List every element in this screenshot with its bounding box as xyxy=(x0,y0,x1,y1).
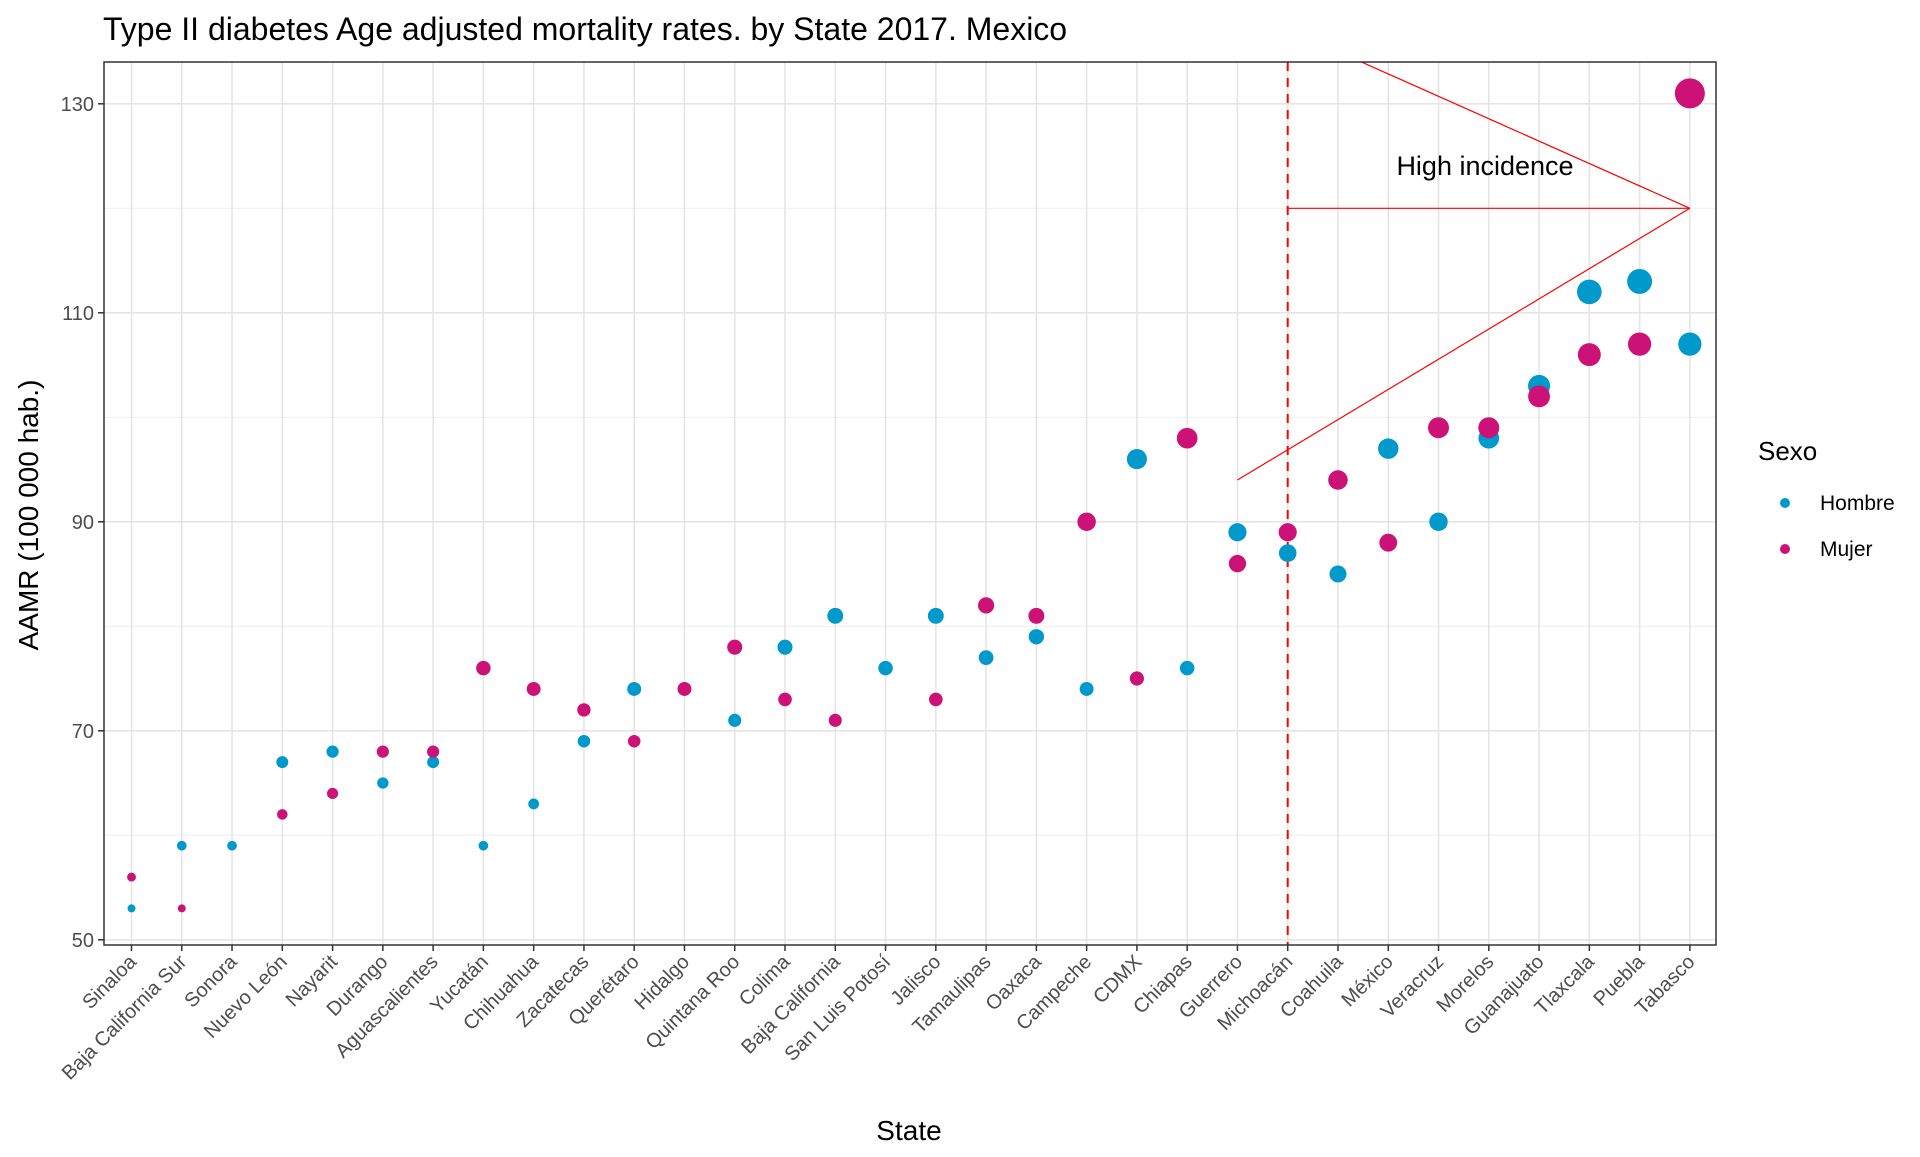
point-hombre xyxy=(1179,660,1195,676)
point-mujer xyxy=(1077,512,1096,532)
point-mujer xyxy=(677,682,692,696)
point-mujer xyxy=(1028,607,1045,624)
point-hombre xyxy=(777,639,793,655)
plot-border xyxy=(103,61,1717,946)
y-tick-label: 50 xyxy=(72,930,94,952)
y-tick-label: 70 xyxy=(72,721,94,743)
point-hombre xyxy=(478,840,489,851)
legend-title: Sexo xyxy=(1758,436,1817,466)
point-mujer xyxy=(1278,523,1297,542)
point-mujer xyxy=(1478,417,1500,439)
annotation-arrow xyxy=(1237,207,1691,481)
point-mujer xyxy=(376,745,389,758)
x-axis-title: State xyxy=(876,1115,941,1146)
point-mujer xyxy=(427,745,440,758)
point-hombre xyxy=(1329,565,1347,583)
point-hombre xyxy=(1429,512,1448,532)
point-mujer xyxy=(1328,470,1348,490)
y-axis-title: AAMR (100 000 hab.) xyxy=(13,380,44,651)
point-hombre xyxy=(728,713,742,727)
point-hombre xyxy=(1028,629,1045,645)
legend-label: Mujer xyxy=(1820,538,1873,561)
point-mujer xyxy=(1228,554,1247,573)
y-tick-label: 90 xyxy=(72,512,94,534)
annotation-text: High incidence xyxy=(1396,151,1573,181)
point-mujer xyxy=(1577,343,1601,367)
point-mujer xyxy=(327,787,339,800)
legend: Sexo Hombre Mujer xyxy=(1758,436,1895,561)
point-mujer xyxy=(1428,417,1450,439)
point-mujer xyxy=(577,703,591,717)
plot-panel xyxy=(104,62,1716,945)
point-mujer xyxy=(1528,385,1550,408)
point-mujer xyxy=(929,692,943,707)
point-hombre xyxy=(627,682,642,696)
y-tick-label: 130 xyxy=(61,94,94,116)
point-hombre xyxy=(827,607,844,624)
grid xyxy=(104,62,1716,945)
point-mujer xyxy=(1627,332,1652,356)
point-mujer xyxy=(828,713,842,727)
point-hombre xyxy=(1228,523,1247,542)
point-mujer xyxy=(177,904,186,913)
point-mujer xyxy=(778,692,792,707)
point-mujer xyxy=(1176,427,1198,449)
point-mujer xyxy=(526,682,541,696)
point-mujer xyxy=(727,639,743,655)
point-hombre xyxy=(1378,438,1399,459)
point-hombre xyxy=(577,734,591,748)
point-mujer xyxy=(1129,671,1144,686)
point-hombre xyxy=(377,777,389,789)
point-hombre xyxy=(1278,544,1297,562)
point-hombre xyxy=(1126,449,1147,470)
annotation-arrows xyxy=(1237,62,1691,481)
point-hombre xyxy=(878,660,893,676)
legend-key-mujer xyxy=(1780,544,1790,554)
point-hombre xyxy=(1577,279,1602,305)
data-points xyxy=(127,78,1705,913)
point-mujer xyxy=(1379,533,1398,552)
legend-key-hombre xyxy=(1780,498,1790,508)
point-mujer xyxy=(627,734,641,748)
point-hombre xyxy=(127,904,136,913)
point-mujer xyxy=(127,872,136,882)
point-hombre xyxy=(276,756,289,769)
chart-title: Type II diabetes Age adjusted mortality … xyxy=(103,11,1067,47)
point-hombre xyxy=(927,607,944,624)
y-tick-label: 110 xyxy=(62,303,94,325)
point-mujer xyxy=(476,660,491,676)
point-hombre xyxy=(427,756,440,769)
annotation-arrow xyxy=(1359,62,1691,209)
point-hombre xyxy=(176,840,187,851)
point-hombre xyxy=(1079,682,1094,696)
legend-label: Hombre xyxy=(1820,492,1895,515)
point-hombre xyxy=(978,650,994,666)
point-hombre xyxy=(1678,332,1702,356)
point-hombre xyxy=(528,798,540,810)
point-mujer xyxy=(1674,78,1705,109)
point-hombre xyxy=(1627,268,1653,294)
point-hombre xyxy=(326,745,339,758)
point-mujer xyxy=(277,809,288,820)
point-hombre xyxy=(227,840,237,851)
point-mujer xyxy=(978,597,995,614)
